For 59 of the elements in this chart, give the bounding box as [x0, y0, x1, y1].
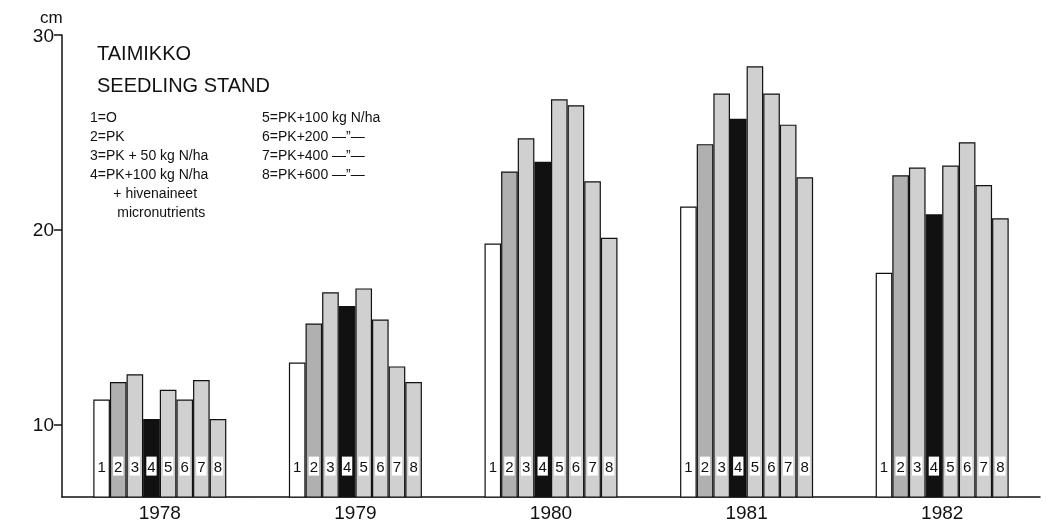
text: 6 — [376, 457, 385, 475]
text: 5 — [359, 457, 368, 475]
x-tick-label: 1980 — [529, 502, 573, 523]
series-label: 7 — [588, 457, 597, 475]
text: 1 — [293, 457, 302, 475]
text: 1 — [684, 457, 693, 475]
text: 7 — [197, 457, 206, 475]
series-label: 2 — [505, 457, 514, 475]
text: 5 — [750, 457, 760, 475]
x-tick-label: 1982 — [921, 502, 964, 523]
series-label: 5 — [555, 457, 564, 475]
text: 6 — [180, 457, 189, 475]
text: 2 — [114, 457, 123, 475]
annotation: 1=O — [90, 108, 117, 125]
series-label: 6 — [571, 457, 581, 475]
text: 3 — [130, 457, 140, 475]
text: 8 — [409, 457, 418, 475]
text: 8 — [213, 457, 223, 475]
text: 8 — [800, 457, 809, 475]
text: 2 — [896, 457, 905, 475]
series-label: 8 — [605, 457, 614, 475]
text: 3 — [913, 457, 922, 475]
text: 8 — [996, 457, 1005, 475]
y-axis-title: cm — [40, 7, 63, 27]
text: 6 — [767, 457, 776, 475]
text: 7 — [392, 457, 402, 475]
annotation: 7=PK+400 —”— — [262, 146, 365, 163]
text: 4 — [929, 457, 939, 475]
annotation: 6=PK+200 —”— — [262, 127, 365, 144]
x-tick-label: 1981 — [725, 502, 768, 523]
series-label: 3 — [521, 457, 531, 475]
x-tick-label: 1978 — [138, 502, 181, 523]
annotation: 8=PK+600 —”— — [262, 165, 365, 182]
text: 7 — [979, 457, 988, 475]
annotation: 3=PK + 50 kg N/ha — [90, 146, 209, 163]
text: 6 — [962, 457, 972, 475]
text: 5 — [946, 457, 955, 475]
text: 1 — [879, 457, 889, 475]
text: 4 — [147, 457, 156, 475]
annotation: 2=PK — [90, 127, 126, 144]
text: 5 — [163, 457, 173, 475]
series-label: 4 — [538, 457, 547, 475]
text: 2 — [309, 457, 319, 475]
text: 3 — [717, 457, 726, 475]
chart-title: TAIMIKKO — [97, 42, 192, 64]
text: 3 — [326, 457, 335, 475]
text: SEEDLING STAND — [97, 74, 270, 96]
text: 4 — [734, 457, 743, 475]
y-tick-label: 30 — [32, 24, 54, 46]
text: 4 — [342, 457, 352, 475]
annotation: 5=PK+100 kg N/ha — [262, 108, 381, 125]
series-label: 1 — [488, 457, 497, 475]
x-tick-label: 1979 — [334, 502, 377, 523]
annotation: 4=PK+100 kg N/ha + hivenaineet micronutrients — [90, 165, 209, 220]
text: 1 — [97, 457, 106, 475]
y-tick-label: 10 — [32, 414, 54, 436]
text: 2 — [700, 457, 710, 475]
text: 7 — [783, 457, 793, 475]
y-tick-label: 20 — [32, 219, 54, 241]
